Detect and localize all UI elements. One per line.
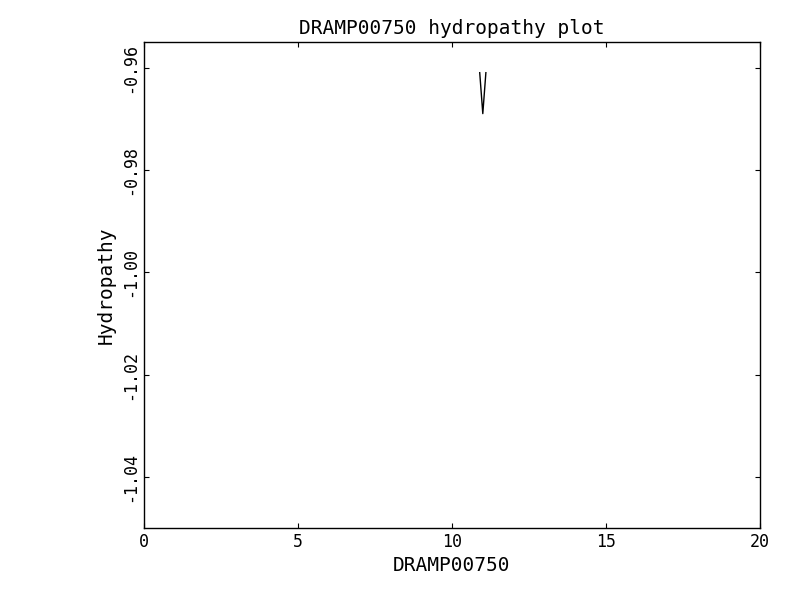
- Title: DRAMP00750 hydropathy plot: DRAMP00750 hydropathy plot: [299, 19, 605, 38]
- X-axis label: DRAMP00750: DRAMP00750: [394, 556, 510, 575]
- Y-axis label: Hydropathy: Hydropathy: [97, 226, 115, 344]
